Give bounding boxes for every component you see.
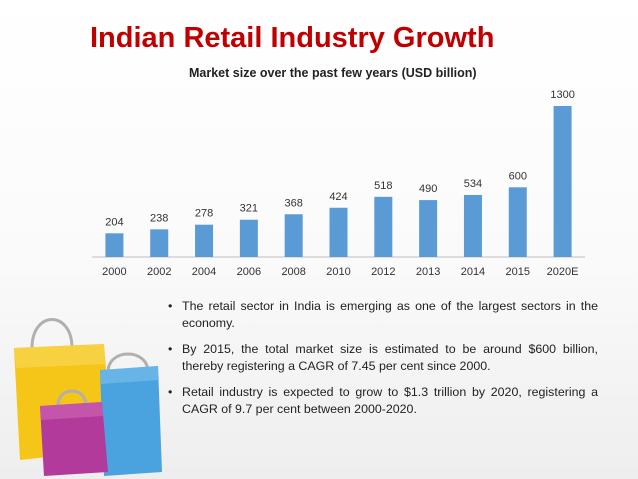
- bag-purple: [40, 402, 108, 476]
- data-label: 424: [329, 191, 347, 203]
- data-label: 1300: [550, 89, 574, 101]
- bullet-item: • Retail industry is expected to grow to …: [166, 384, 598, 418]
- x-tick-label: 2002: [147, 266, 171, 278]
- x-tick-label: 2013: [416, 266, 440, 278]
- x-tick-label: 2004: [192, 266, 216, 278]
- bar-chart: 204 2000 238 2002 278 2004 321 2006 368 2008 424 20…: [92, 89, 585, 278]
- bullet-text: Retail industry is expected to grow to $…: [182, 385, 598, 416]
- bar: [150, 229, 169, 257]
- bar: [195, 224, 214, 257]
- x-tick-label: 2015: [506, 266, 530, 278]
- x-tick-label: 2006: [237, 266, 261, 278]
- chart-title: Market size over the past few years (USD…: [189, 66, 477, 80]
- bullet-item: • By 2015, the total market size is estim…: [166, 341, 598, 375]
- bar: [463, 194, 482, 257]
- bullet-dot: •: [168, 299, 173, 313]
- data-label: 490: [419, 183, 437, 195]
- bag-blue: [100, 366, 162, 476]
- bar: [284, 214, 303, 257]
- data-label: 278: [195, 208, 213, 220]
- bag-handle-blue: [106, 352, 150, 373]
- data-label: 204: [105, 216, 123, 228]
- data-label: 238: [150, 212, 168, 224]
- x-tick-label: 2008: [281, 266, 305, 278]
- data-label: 518: [374, 180, 392, 192]
- bullet-text: By 2015, the total market size is estima…: [182, 342, 598, 373]
- data-label: 321: [240, 203, 258, 215]
- bullet-dot: •: [168, 385, 173, 399]
- shopping-bags-illustration: [14, 318, 162, 476]
- bullet-text: The retail sector in India is emerging a…: [182, 299, 598, 330]
- bar: [553, 106, 572, 257]
- bullet-item: • The retail sector in India is emerging …: [166, 298, 598, 332]
- slide-title: Indian Retail Industry Growth: [90, 22, 495, 54]
- bullet-dot: •: [168, 342, 173, 356]
- bar: [374, 196, 393, 257]
- x-tick-label: 2014: [461, 266, 485, 278]
- bag-handle-yellow: [30, 318, 74, 349]
- x-tick-label: 2000: [102, 266, 126, 278]
- bullet-list: • The retail sector in India is emerging …: [166, 298, 598, 427]
- bar: [419, 200, 438, 257]
- bar: [329, 207, 348, 257]
- bar: [239, 219, 258, 257]
- bag-handle-purple: [56, 389, 88, 407]
- x-tick-label: 2020E: [547, 266, 579, 278]
- x-tick-label: 2012: [371, 266, 395, 278]
- data-label: 534: [464, 178, 482, 190]
- bar: [508, 187, 527, 257]
- data-label: 600: [509, 170, 527, 182]
- x-tick-label: 2010: [326, 266, 350, 278]
- data-label: 368: [285, 197, 303, 209]
- bar: [105, 233, 124, 257]
